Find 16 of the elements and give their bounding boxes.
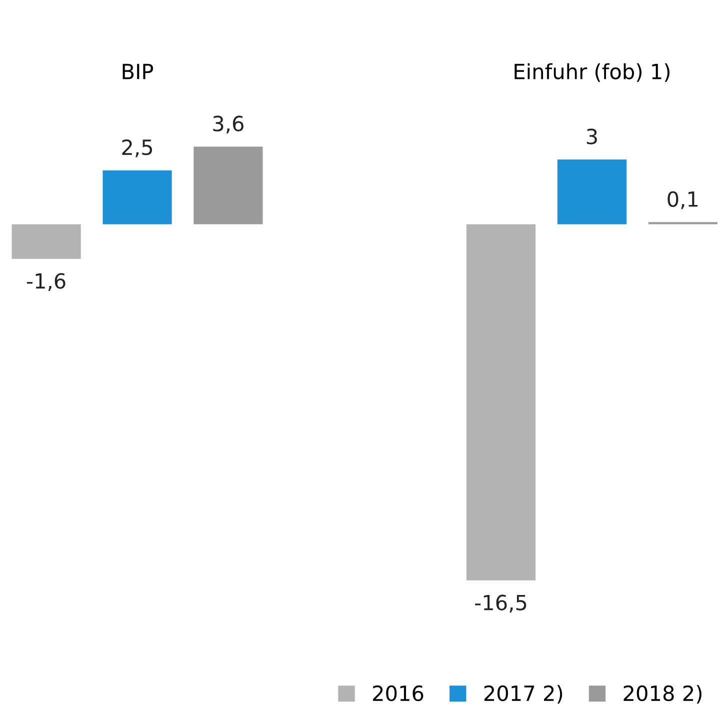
bar	[12, 224, 81, 259]
data-label: 3	[586, 128, 597, 144]
bar	[102, 170, 172, 224]
x-tick-label: BIP	[122, 64, 154, 80]
bar	[466, 224, 536, 580]
data-label: -1,6	[27, 273, 66, 291]
x-tick-label: Einfuhr (fob) 1)	[514, 63, 670, 82]
bar	[194, 146, 263, 224]
data-label: 0,1	[668, 191, 698, 210]
legend-label: 2016	[373, 685, 424, 702]
legend-label: 2018 2)	[624, 685, 702, 704]
data-label: 2,5	[122, 139, 152, 158]
legend-label: 2017 2)	[484, 685, 562, 704]
data-label: -16,5	[475, 594, 526, 613]
data-label: 3,6	[213, 116, 244, 134]
bar	[557, 160, 627, 224]
